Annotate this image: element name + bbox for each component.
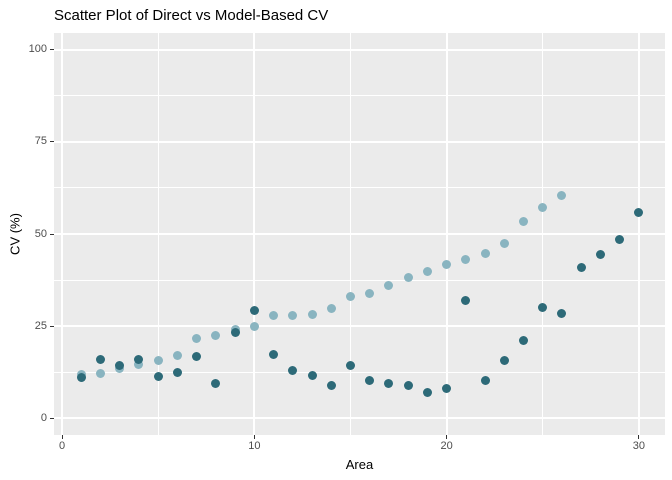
model_based_cv-point: [134, 359, 144, 369]
minor-gridline-horizontal: [54, 279, 665, 281]
x-axis-title: Area: [345, 457, 374, 472]
model_based_cv-point: [307, 309, 317, 319]
direct_cv-point: [134, 354, 144, 364]
y-tick-label: 25: [34, 319, 47, 332]
direct_cv-point: [249, 305, 259, 315]
minor-gridline-horizontal: [54, 187, 665, 189]
direct_cv-point: [557, 308, 567, 318]
chart-title: Scatter Plot of Direct vs Model-Based CV: [54, 7, 329, 24]
x-tick-label: 20: [440, 440, 453, 452]
direct_cv-point: [288, 365, 298, 375]
x-axis-tick: [61, 435, 63, 439]
direct_cv-point: [576, 262, 586, 272]
direct_cv-point: [480, 375, 490, 385]
x-axis-tick: [446, 435, 448, 439]
x-tick-label: 10: [248, 440, 261, 452]
x-axis-tick: [253, 435, 255, 439]
direct_cv-point: [499, 355, 509, 365]
direct_cv-point: [115, 361, 125, 371]
y-axis-tick: [50, 325, 54, 327]
model_based_cv-point: [326, 303, 336, 313]
minor-gridline-horizontal: [54, 371, 665, 373]
direct_cv-point: [422, 387, 432, 397]
direct_cv-point: [172, 367, 182, 377]
y-tick-label: 0: [40, 411, 47, 424]
model_based_cv-point: [288, 311, 298, 320]
y-tick-label: 75: [34, 135, 47, 148]
model_based_cv-point: [249, 322, 259, 332]
model_based_cv-point: [442, 260, 452, 270]
major-gridline-horizontal: [54, 233, 665, 235]
model_based_cv-point: [269, 311, 279, 321]
model_based_cv-point: [461, 254, 471, 264]
direct_cv-point: [153, 371, 163, 381]
direct_cv-point: [442, 383, 452, 393]
model_based_cv-point: [96, 368, 106, 378]
model_based_cv-point: [518, 216, 528, 226]
y-axis-tick: [50, 141, 54, 143]
direct_cv-point: [365, 376, 375, 386]
direct_cv-point: [345, 360, 355, 370]
model_based_cv-point: [538, 202, 548, 212]
y-axis-tick: [50, 417, 54, 419]
direct_cv-point: [384, 379, 394, 389]
x-tick-label: 0: [59, 440, 66, 452]
major-gridline-horizontal: [54, 48, 665, 51]
model_based_cv-point: [365, 288, 375, 298]
direct_cv-point: [230, 327, 240, 337]
direct_cv-point: [269, 350, 279, 360]
direct_cv-point: [634, 208, 644, 218]
y-tick-label: 50: [34, 227, 47, 240]
model_based_cv-point: [384, 280, 394, 290]
model_based_cv-point: [499, 239, 509, 249]
model_based_cv-point: [480, 249, 490, 259]
direct_cv-point: [461, 296, 471, 306]
model_based_cv-point: [403, 272, 413, 282]
direct_cv-point: [96, 354, 106, 364]
major-gridline-horizontal: [54, 325, 665, 328]
direct_cv-point: [326, 381, 336, 391]
direct_cv-point: [192, 352, 202, 362]
y-axis-tick: [50, 233, 54, 235]
x-tick-label: 30: [632, 440, 645, 452]
direct_cv-point: [76, 373, 86, 383]
direct_cv-point: [211, 378, 221, 388]
direct_cv-point: [403, 381, 413, 391]
direct_cv-point: [538, 302, 548, 312]
x-axis-tick: [638, 435, 640, 439]
model_based_cv-point: [422, 267, 432, 277]
model_based_cv-point: [211, 331, 221, 341]
plot-panel: [54, 33, 665, 435]
model_based_cv-point: [192, 333, 202, 343]
major-gridline-horizontal: [54, 417, 665, 420]
direct_cv-point: [307, 370, 317, 380]
minor-gridline-horizontal: [54, 95, 665, 97]
y-axis-tick: [50, 49, 54, 51]
direct_cv-point: [615, 235, 625, 245]
model_based_cv-point: [345, 292, 355, 302]
direct_cv-point: [518, 336, 528, 346]
direct_cv-point: [595, 250, 605, 260]
model_based_cv-point: [557, 191, 567, 201]
model_based_cv-point: [153, 355, 163, 365]
model_based_cv-point: [172, 350, 182, 360]
y-tick-label: 100: [28, 43, 47, 56]
major-gridline-horizontal: [54, 140, 665, 143]
